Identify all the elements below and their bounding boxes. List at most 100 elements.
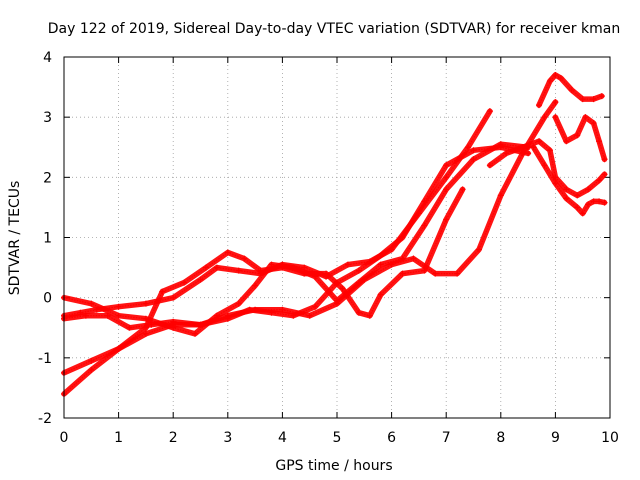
- sat-track-4-point: [312, 273, 319, 280]
- sat-track-8-point: [585, 201, 592, 208]
- sat-track-8-point: [579, 210, 586, 217]
- sat-track-3-point: [339, 285, 346, 292]
- sat-track-6-point: [563, 186, 570, 193]
- sat-track-9-point: [601, 156, 608, 163]
- sat-track-9-trace: [552, 114, 608, 163]
- sat-track-6-point: [601, 171, 608, 178]
- sat-track-4-point: [252, 282, 259, 289]
- sat-track-5-point: [454, 270, 461, 277]
- y-tick-label: 2: [43, 170, 52, 186]
- sat-track-5-point: [104, 312, 111, 319]
- sat-track-3-point: [366, 312, 373, 319]
- sat-track-2-point: [470, 147, 477, 154]
- sat-track-5-point: [361, 276, 368, 283]
- sat-track-6-point: [503, 150, 510, 157]
- sat-track-4-point: [377, 261, 384, 268]
- sat-track-3-point: [159, 288, 166, 295]
- sat-track-3-point: [224, 249, 231, 256]
- sat-track-3-point: [459, 186, 466, 193]
- sat-track-8-point: [574, 204, 581, 211]
- sat-track-4-point: [142, 315, 149, 322]
- sat-track-4-point: [170, 324, 177, 331]
- sat-track-7-markers: [538, 74, 603, 106]
- x-axis-label: GPS time / hours: [275, 458, 392, 474]
- sat-track-2-point: [525, 150, 532, 157]
- x-tick-label: 9: [551, 430, 560, 446]
- sat-track-5-point: [334, 300, 340, 307]
- sat-track-3-point: [241, 255, 248, 262]
- sat-track-4-point: [268, 261, 275, 268]
- sat-track-8-point: [601, 199, 608, 206]
- sat-track-5-point: [552, 99, 559, 106]
- sat-track-7-point: [568, 87, 575, 94]
- sat-track-6-point: [486, 162, 493, 169]
- sat-track-8-point: [563, 195, 570, 202]
- sat-track-1-trace: [61, 108, 493, 319]
- axis-ticks: 0 1 2 3 4 5 6 7 8 9 10 -2 -1 0 1 2 3 4: [38, 50, 619, 446]
- x-tick-label: 5: [333, 430, 342, 446]
- sat-track-9-point: [582, 114, 589, 121]
- sat-track-1-point: [170, 294, 177, 301]
- sat-track-5-point: [170, 318, 177, 325]
- chart-title: Day 122 of 2019, Sidereal Day-to-day VTE…: [48, 21, 620, 37]
- x-tick-label: 6: [387, 430, 396, 446]
- sat-track-4-point: [235, 300, 242, 307]
- y-axis-label: SDTVAR / TECUs: [7, 181, 23, 296]
- data-series: [61, 72, 608, 397]
- sat-track-7-point: [536, 102, 543, 109]
- sat-track-4-point: [192, 330, 199, 337]
- sat-track-5-point: [306, 312, 313, 319]
- sat-track-1-point: [465, 144, 472, 151]
- sat-track-7-point: [598, 93, 605, 100]
- sat-track-2-point: [377, 252, 384, 259]
- sat-track-6-point: [546, 147, 553, 154]
- sat-track-5-point: [475, 246, 482, 253]
- sat-track-5-point: [519, 150, 526, 157]
- sat-track-5-point: [148, 321, 155, 328]
- sat-track-1-point: [115, 303, 122, 310]
- sat-track-6-point: [536, 138, 543, 145]
- y-tick-label: -2: [38, 411, 52, 427]
- grid: [64, 57, 610, 418]
- x-tick-label: 10: [601, 430, 619, 446]
- y-tick-label: -1: [38, 351, 52, 367]
- sat-track-5-point: [541, 114, 548, 121]
- sat-track-4-point: [115, 312, 122, 319]
- sat-track-4-point: [290, 264, 297, 271]
- sat-track-5-point: [82, 312, 89, 319]
- sat-track-9-point: [552, 114, 559, 121]
- sat-track-6-point: [585, 186, 592, 193]
- sat-track-3-point: [181, 279, 188, 286]
- sat-track-1-point: [344, 261, 351, 268]
- sat-track-3-point: [115, 345, 122, 352]
- x-tick-label: 1: [114, 430, 123, 446]
- sat-track-4-point: [421, 222, 428, 229]
- sat-track-9-point: [563, 138, 570, 145]
- sat-track-7-point: [557, 75, 564, 82]
- sat-track-1-point: [142, 300, 149, 307]
- sat-track-7-point: [552, 72, 559, 79]
- sat-track-5-point: [388, 261, 395, 268]
- sat-track-8-point: [530, 144, 537, 151]
- sat-track-8-point: [552, 180, 559, 187]
- sat-track-2-point: [355, 267, 362, 274]
- y-tick-label: 1: [43, 231, 52, 247]
- y-tick-label: 4: [43, 50, 52, 66]
- y-tick-label: 0: [43, 291, 52, 307]
- sat-track-3-point: [323, 270, 330, 277]
- sat-track-6-point: [596, 177, 603, 184]
- sat-track-5-markers: [63, 101, 557, 329]
- sat-track-2-point: [88, 357, 95, 364]
- sat-track-4-point: [470, 156, 477, 163]
- x-tick-label: 3: [223, 430, 232, 446]
- sat-track-3-point: [257, 267, 264, 274]
- plot-frame: [63, 56, 611, 419]
- sat-track-7-point: [590, 96, 597, 103]
- sat-track-9-point: [574, 132, 581, 139]
- sat-track-2-point: [399, 234, 406, 241]
- sat-track-3-point: [377, 291, 384, 298]
- sat-track-5-point: [197, 321, 204, 328]
- sat-track-5-point: [410, 255, 417, 262]
- sat-track-5-trace: [61, 99, 559, 331]
- x-tick-label: 7: [442, 430, 451, 446]
